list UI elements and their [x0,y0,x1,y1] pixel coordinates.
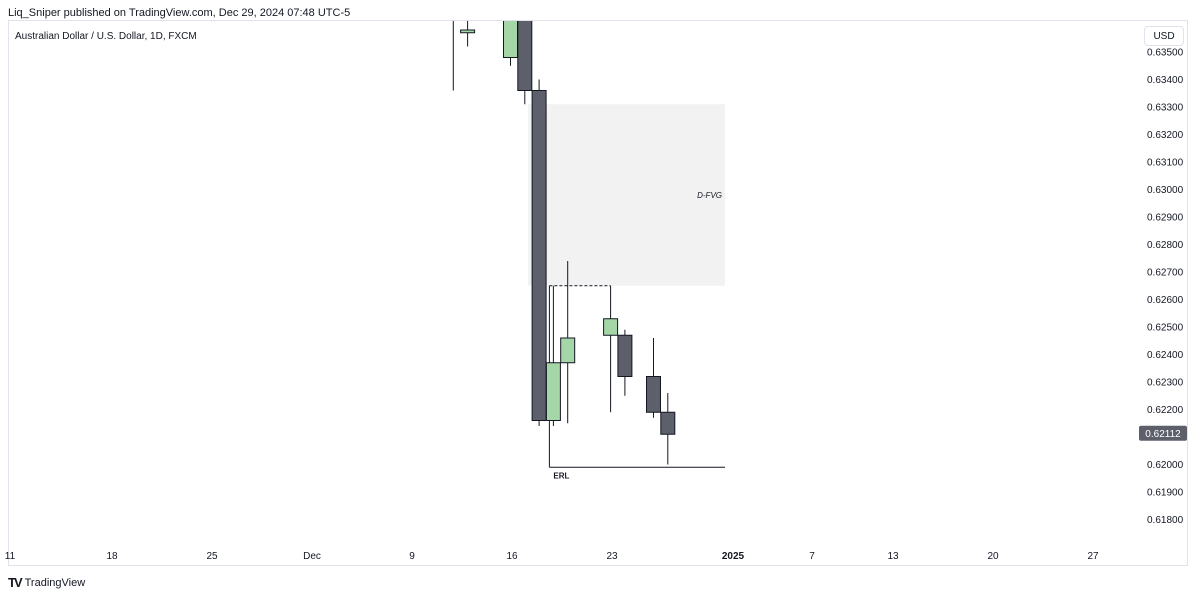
bear-candle-body [517,21,533,91]
y-tick-label: 0.62200 [1147,405,1184,416]
bear-candle-body [531,90,547,421]
symbol-description: Australian Dollar / U.S. Dollar, 1D, FXC… [15,31,197,42]
tradingview-logo-icon: TV [8,575,23,590]
bull-candle-body [460,29,476,34]
level-label: ERL [553,471,569,480]
chart-frame [8,20,1188,566]
brand-name: TradingView [24,576,86,589]
y-tick-label: 0.62400 [1147,350,1184,361]
y-tick-label: 0.63300 [1147,103,1184,114]
x-tick-label: 16 [506,551,518,562]
y-tick-label: 0.62500 [1147,323,1184,334]
candle[interactable] [545,285,561,426]
y-tick-label: 0.63500 [1147,48,1184,59]
y-tick-label: 0.61900 [1147,488,1184,499]
x-tick-label: 23 [606,551,618,562]
x-tick-label: 20 [987,551,999,562]
bull-candle-body [503,21,518,58]
x-tick-label: 25 [206,551,218,562]
x-tick-label: 9 [409,551,415,562]
y-tick-label: 0.62600 [1147,295,1184,306]
y-tick-label: 0.62000 [1147,460,1184,471]
y-tick-label: 0.61800 [1147,515,1184,526]
x-tick-label: Dec [303,551,321,562]
x-tick-label: 13 [887,551,899,562]
y-tick-label: 0.62800 [1147,240,1184,251]
current-price-label: 0.62112 [1145,429,1181,440]
candle[interactable] [531,79,547,427]
bull-candle-body [545,362,561,421]
candle[interactable] [460,0,476,47]
bear-candle-body [646,376,661,413]
current-price-badge [1139,425,1187,441]
bull-candle-body [560,337,576,364]
bull-candle-body [603,318,619,336]
y-tick-label: 0.62700 [1147,268,1184,279]
y-tick-label: 0.63000 [1147,185,1184,196]
fvg-zone[interactable] [528,104,725,286]
candle[interactable] [517,0,533,105]
bear-candle-body [617,334,633,377]
y-tick-label: 0.63100 [1147,158,1184,169]
x-tick-label: 18 [106,551,118,562]
y-tick-label: 0.63400 [1147,75,1184,86]
candle[interactable] [560,261,576,424]
candle[interactable] [446,0,460,91]
fvg-zone-label: D-FVG [697,191,722,200]
x-tick-label: 2025 [722,551,745,562]
y-tick-label: 0.62900 [1147,213,1184,224]
candle[interactable] [617,329,633,396]
currency-button[interactable]: USD [1144,26,1184,46]
x-tick-label: 7 [809,551,815,562]
candle[interactable] [603,285,619,413]
candle[interactable] [503,0,518,66]
candle[interactable] [646,338,661,418]
x-tick-label: 11 [5,551,16,562]
publish-header: Liq_Sniper published on TradingView.com,… [8,7,351,19]
bear-candle-body [660,411,676,435]
candle[interactable] [660,393,676,465]
y-tick-label: 0.62300 [1147,378,1184,389]
y-tick-label: 0.63200 [1147,130,1184,141]
footer-branding: TV TradingView [8,575,85,590]
x-tick-label: 27 [1087,551,1099,562]
